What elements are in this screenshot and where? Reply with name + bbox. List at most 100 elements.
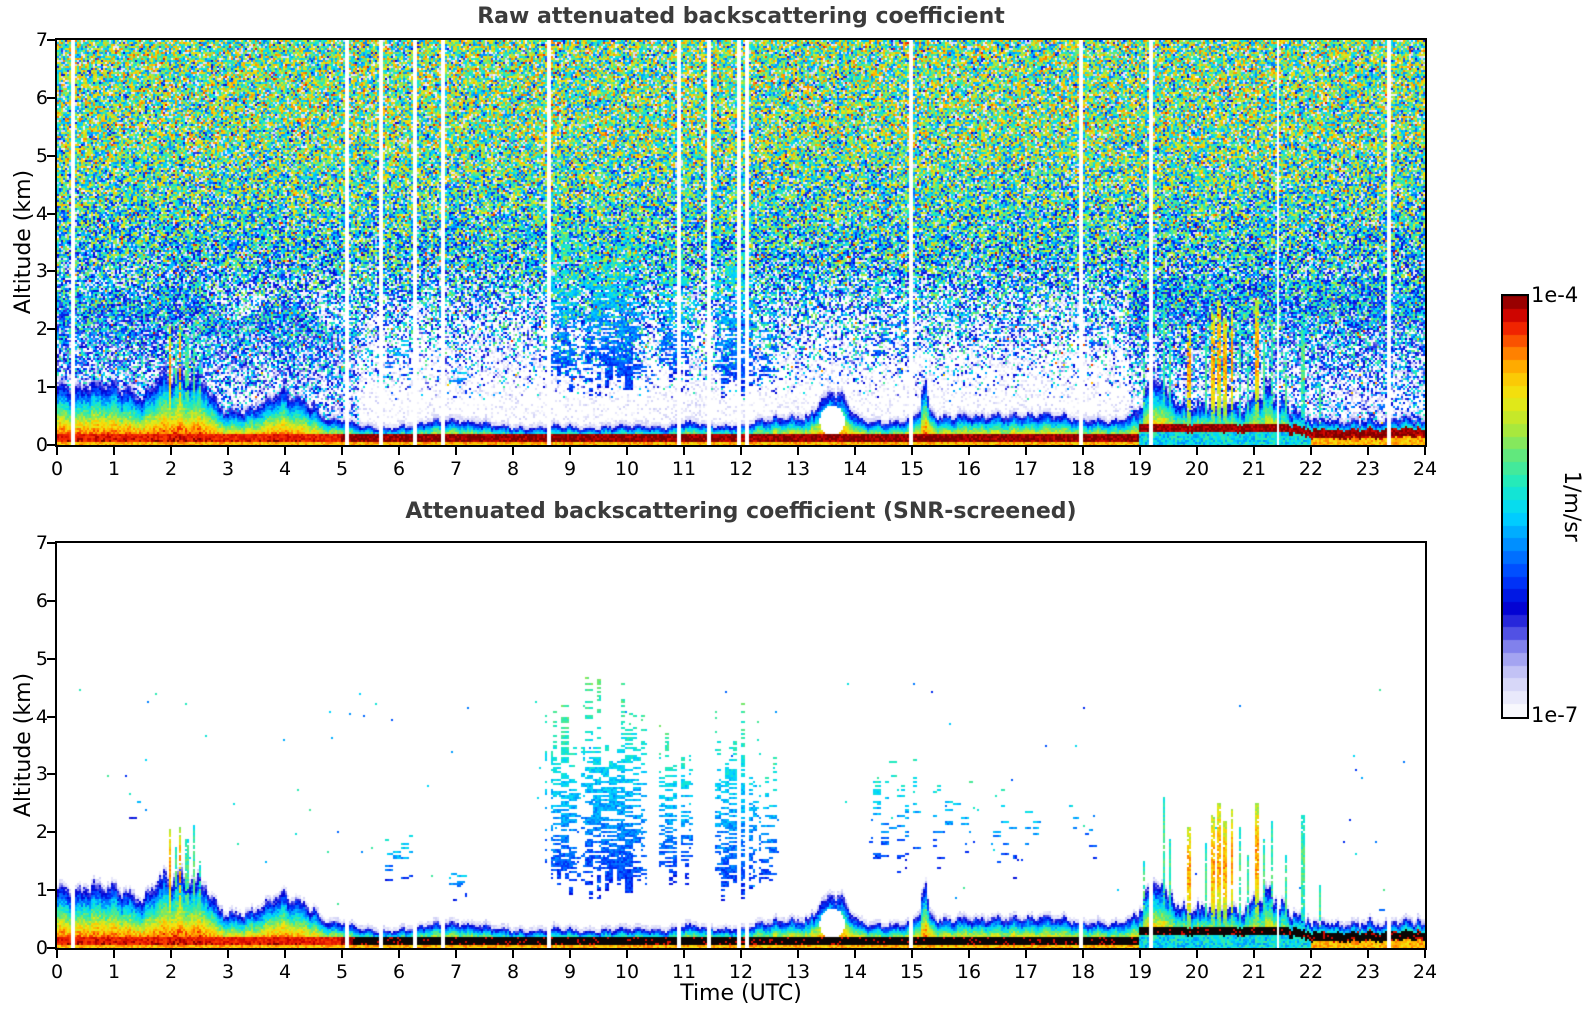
panel1-ytick [47,154,55,157]
panel1-xtick [170,447,172,455]
panel2-xtick-label: 19 [1127,961,1153,983]
panel2-xtick-label: 21 [1241,961,1267,983]
panel2-ytick-label: 3 [35,763,48,786]
panel2-ytick [47,889,55,892]
panel1-ytick [47,270,55,273]
panel2-xtick-label: 22 [1298,961,1324,983]
panel2-xtick [284,950,286,958]
panel2-xtick [227,950,229,958]
panel2-xtick-label: 18 [1070,961,1096,983]
colorbar-frame [1501,294,1529,719]
panel1-xtick-label: 21 [1241,458,1267,480]
panel2-xtick-label: 24 [1412,961,1438,983]
panel2-xtick-label: 4 [278,961,292,983]
panel1-xtick [911,447,913,455]
panel2-xtick [341,950,343,958]
panel2-xtick-label: 12 [728,961,754,983]
panel2-title: Attenuated backscattering coefficient (S… [405,499,1077,524]
panel1-xtick-label: 9 [563,458,577,480]
panel2-xtick [1367,950,1369,958]
panel1-ytick [47,444,55,446]
panel2-xtick [170,950,172,958]
panel2-xtick [512,950,514,958]
panel1-xtick [626,447,628,455]
panel1-xtick [56,447,58,455]
panel1-xtick-label: 4 [278,458,292,480]
panel1-ytick-label: 0 [35,434,48,456]
panel1-xtick-label: 19 [1127,458,1153,480]
colorbar-min-label: 1e-7 [1531,703,1579,727]
panel2-xtick [113,950,115,958]
panel1-ytick-label: 2 [35,318,48,341]
panel2-xtick-label: 2 [164,961,178,983]
panel2-xtick-label: 14 [842,961,868,983]
panel1-xtick-label: 18 [1070,458,1096,480]
panel2-xtick [569,950,571,958]
panel1-xtick [455,447,457,455]
panel1-ytick [47,328,55,331]
panel1-xtick-label: 11 [671,458,697,480]
panel1-xtick-label: 7 [449,458,463,480]
panel2-xtick [1025,950,1027,958]
panel2-xtick [683,950,685,958]
panel2-xtick-label: 23 [1355,961,1381,983]
panel2-xtick-label: 1 [107,961,121,983]
panel2-xtick-label: 10 [614,961,640,983]
panel2-xtick-label: 3 [221,961,235,983]
panel1-xtick-label: 0 [50,458,64,480]
panel2-xtick [854,950,856,958]
panel2-ytick [47,947,55,949]
panel1-xtick-label: 2 [164,458,178,480]
panel2-xtick [1196,950,1198,958]
panel1-xtick [1139,447,1141,455]
panel1-xtick [968,447,970,455]
panel2-xtick-label: 17 [1013,961,1039,983]
panel2-xtick [56,950,58,958]
panel2-heatmap [57,543,1425,948]
panel1-xtick-label: 8 [506,458,520,480]
panel2-ytick-label: 4 [35,705,48,728]
panel2-ytick [47,657,55,660]
panel2-xtick-label: 11 [671,961,697,983]
panel1-xtick [284,447,286,455]
panel1-xtick-label: 10 [614,458,640,480]
panel2-xtick-label: 8 [506,961,520,983]
panel1-xtick [683,447,685,455]
panel1-heatmap [57,40,1425,445]
panel1-xtick-label: 5 [335,458,349,480]
panel2-xtick-label: 20 [1184,961,1210,983]
panel1-ytick [47,386,55,389]
panel2-xtick [1139,950,1141,958]
panel1-xtick-label: 17 [1013,458,1039,480]
panel1-xtick-label: 13 [785,458,811,480]
panel2-xtick [455,950,457,958]
panel2-frame [55,541,1427,950]
panel2-xtick-label: 0 [50,961,64,983]
panel1-frame [55,38,1427,447]
panel1-ytick [47,39,55,41]
panel1-xtick-label: 1 [107,458,121,480]
panel2-xtick-label: 6 [392,961,406,983]
panel1-xtick [1196,447,1198,455]
panel1-xtick-label: 6 [392,458,406,480]
panel2-xtick [740,950,742,958]
colorbar-max-label: 1e-4 [1531,283,1579,307]
colorbar-units-label: 1/m/sr [1559,470,1584,542]
panel1-ytick [47,96,55,99]
panel2-xtick [1310,950,1312,958]
panel2-xtick-label: 9 [563,961,577,983]
panel2-xtick [1253,950,1255,958]
panel1-xtick-label: 22 [1298,458,1324,480]
panel2-ytick [47,599,55,602]
panel1-xtick-label: 16 [956,458,982,480]
panel1-xtick [569,447,571,455]
x-axis-label: Time (UTC) [680,981,802,1006]
panel1-xtick-label: 15 [899,458,925,480]
panel1-ytick-label: 7 [35,29,48,51]
panel1-ytick [47,212,55,215]
panel2-xtick [1424,950,1426,958]
panel2-xtick-label: 15 [899,961,925,983]
panel2-ytick-label: 5 [35,647,48,670]
panel1-xtick-label: 3 [221,458,235,480]
panel1-xtick-label: 20 [1184,458,1210,480]
